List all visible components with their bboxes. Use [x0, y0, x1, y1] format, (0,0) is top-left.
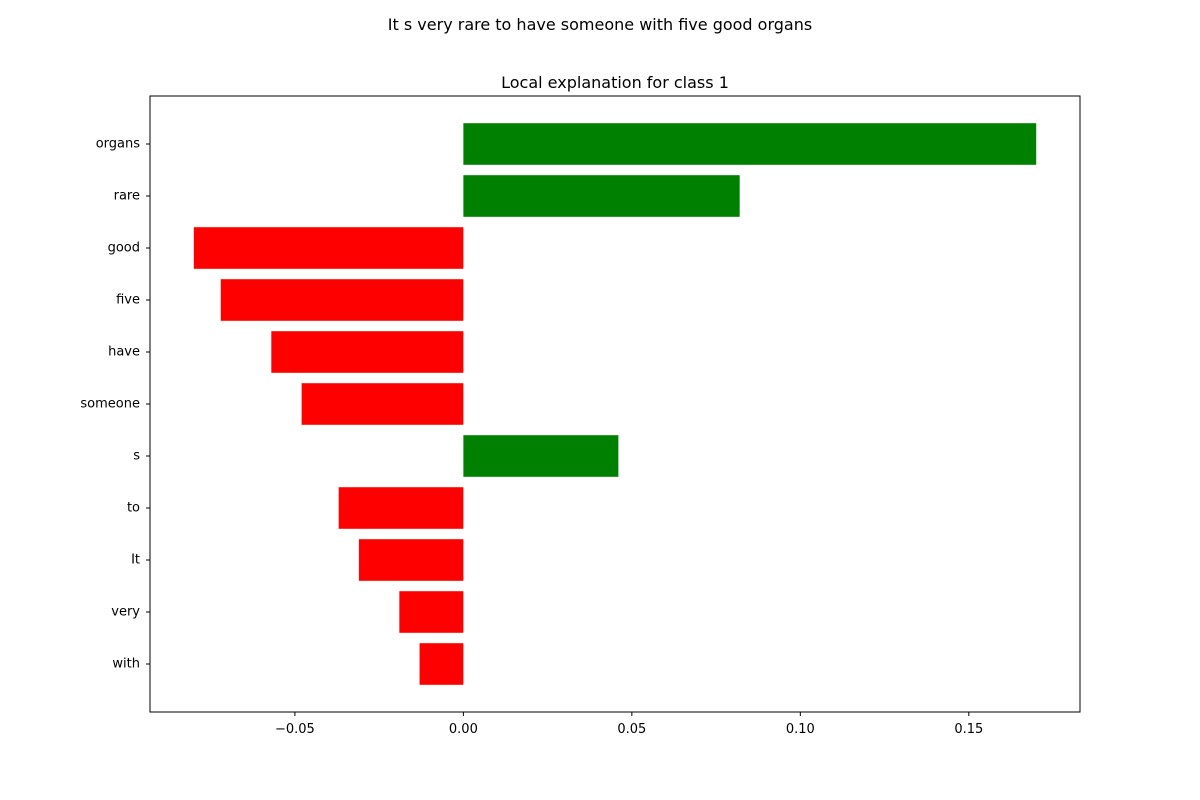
- y-tick-label: s: [133, 449, 140, 464]
- x-tick-label: 0.15: [954, 722, 983, 737]
- bar-It: [358, 539, 464, 581]
- bar-good: [193, 227, 464, 269]
- x-tick-label: 0.05: [617, 722, 646, 737]
- x-tick-label: 0.10: [786, 722, 815, 737]
- bar-have: [271, 331, 464, 373]
- bar-rare: [463, 175, 740, 217]
- y-tick-label: five: [116, 293, 140, 308]
- y-tick-label: to: [127, 501, 140, 516]
- y-tick-label: good: [108, 241, 140, 256]
- y-tick-label: rare: [114, 189, 140, 204]
- bar-someone: [301, 383, 464, 425]
- bar-with: [419, 643, 464, 685]
- y-tick-label: It: [131, 553, 140, 568]
- y-axis-ticks: organs rare good five have someone s to It very wi…: [80, 137, 150, 672]
- x-tick-label: −0.05: [275, 722, 315, 737]
- bar-organs: [463, 123, 1037, 165]
- y-tick-label: with: [112, 657, 140, 672]
- bar-five: [220, 279, 464, 321]
- bar-very: [399, 591, 464, 633]
- x-axis-ticks: −0.05 0.00 0.05 0.10 0.15: [275, 712, 983, 737]
- bar-s: [463, 435, 619, 477]
- y-tick-label: very: [111, 605, 140, 620]
- y-tick-label: organs: [96, 137, 141, 152]
- plot-area-frame: [149, 95, 1081, 713]
- figure-suptitle: It s very rare to have someone with five…: [388, 15, 812, 34]
- bar-to: [338, 487, 464, 529]
- y-tick-label: someone: [80, 397, 140, 412]
- y-tick-label: have: [108, 345, 140, 360]
- bars-group: [193, 123, 1037, 685]
- chart-title: Local explanation for class 1: [501, 73, 729, 92]
- x-tick-label: 0.00: [449, 722, 478, 737]
